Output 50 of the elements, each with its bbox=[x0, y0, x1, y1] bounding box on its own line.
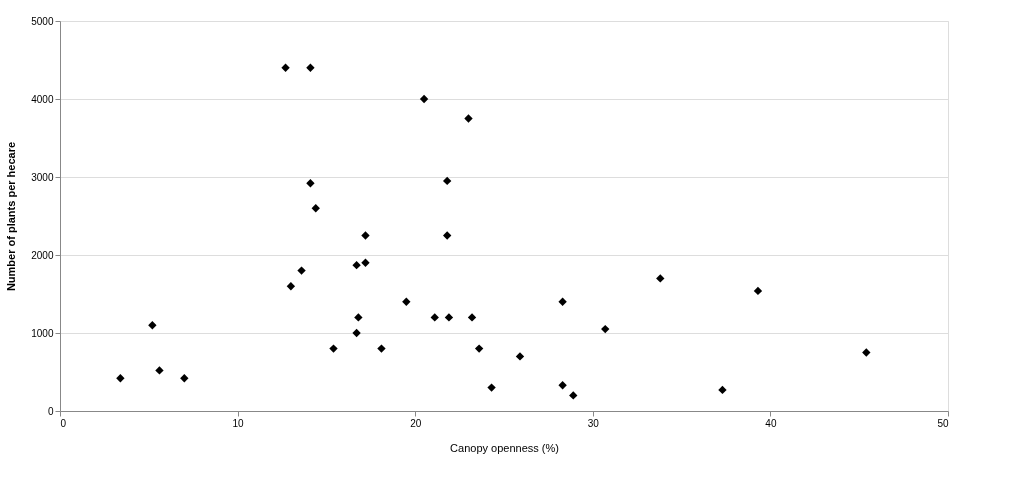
point bbox=[361, 258, 370, 267]
point bbox=[402, 297, 411, 306]
point bbox=[352, 328, 361, 338]
point bbox=[352, 260, 361, 270]
point bbox=[487, 383, 496, 392]
point bbox=[116, 374, 125, 383]
x-tick-label: 50 bbox=[937, 417, 949, 429]
point bbox=[474, 344, 484, 353]
point bbox=[329, 344, 338, 353]
y-tick-label: 3000 bbox=[31, 171, 54, 183]
point bbox=[311, 204, 320, 213]
point bbox=[148, 321, 157, 330]
point bbox=[753, 286, 763, 296]
point bbox=[377, 344, 386, 353]
point bbox=[862, 348, 871, 357]
x-tick-label: 10 bbox=[232, 417, 245, 429]
x-tick-label: 20 bbox=[410, 417, 422, 429]
point bbox=[442, 176, 452, 186]
point bbox=[515, 352, 525, 361]
point bbox=[180, 374, 189, 383]
point bbox=[656, 274, 665, 283]
point bbox=[444, 313, 454, 322]
point bbox=[306, 63, 315, 72]
point bbox=[718, 385, 727, 395]
point bbox=[361, 231, 370, 240]
y-axis-title: Number of plants per hecare bbox=[5, 141, 18, 292]
point bbox=[286, 282, 296, 291]
y-tick-label: 1000 bbox=[31, 327, 54, 339]
x-tick-label: 30 bbox=[587, 417, 600, 429]
point bbox=[354, 313, 363, 322]
point bbox=[419, 94, 429, 104]
y-tick-label: 5000 bbox=[31, 15, 54, 27]
x-tick-label: 0 bbox=[60, 417, 67, 429]
y-tick-label: 2000 bbox=[31, 249, 54, 261]
point bbox=[464, 114, 473, 123]
point bbox=[281, 63, 290, 72]
x-axis-title: Canopy openness (%) bbox=[450, 441, 559, 454]
point bbox=[155, 366, 164, 375]
x-tick-label: 40 bbox=[765, 417, 777, 429]
point bbox=[297, 266, 306, 275]
point bbox=[558, 297, 567, 306]
point bbox=[558, 381, 567, 390]
point bbox=[569, 391, 578, 400]
point bbox=[306, 179, 315, 188]
point bbox=[442, 231, 452, 240]
point bbox=[467, 313, 477, 322]
y-tick-label: 4000 bbox=[31, 93, 54, 105]
y-tick-label: 0 bbox=[47, 405, 54, 417]
point bbox=[430, 313, 439, 322]
point bbox=[601, 324, 610, 334]
